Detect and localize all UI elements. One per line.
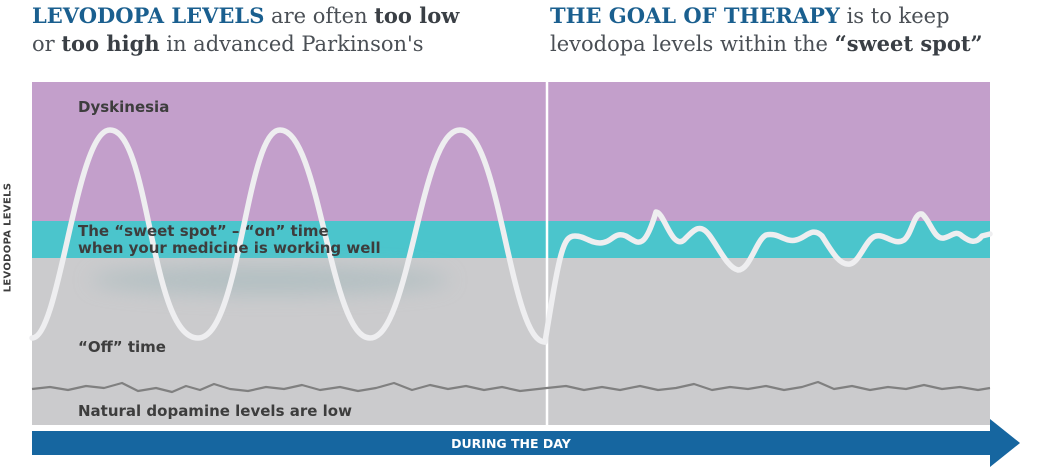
natural-dopamine-line [31, 380, 991, 394]
label-shadow [90, 266, 450, 294]
right-heading: THE GOAL OF THERAPY is to keep levodopa … [550, 3, 983, 56]
dyskinesia-label: Dyskinesia [78, 98, 170, 116]
off-time-label: “Off” time [78, 338, 166, 356]
sweet-spot-label-line2: when your medicine is working well [78, 239, 381, 257]
sweet-spot-label-line1: The “sweet spot” – “on” time [78, 222, 329, 240]
y-axis-label: LEVODOPA LEVELS [2, 182, 14, 293]
left-heading: LEVODOPA LEVELS are often too low or too… [32, 3, 460, 56]
levodopa-curve-untreated [29, 127, 548, 345]
dyskinesia-zone [32, 82, 990, 221]
x-axis-label: DURING THE DAY [451, 436, 571, 451]
day-arrow [32, 419, 1020, 467]
natural-dopamine-label: Natural dopamine levels are low [78, 402, 352, 420]
levodopa-curve-therapy [542, 209, 993, 345]
